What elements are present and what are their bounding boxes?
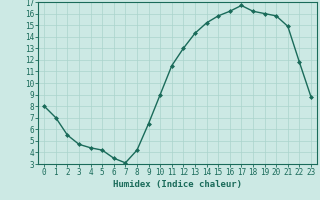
X-axis label: Humidex (Indice chaleur): Humidex (Indice chaleur) <box>113 180 242 189</box>
